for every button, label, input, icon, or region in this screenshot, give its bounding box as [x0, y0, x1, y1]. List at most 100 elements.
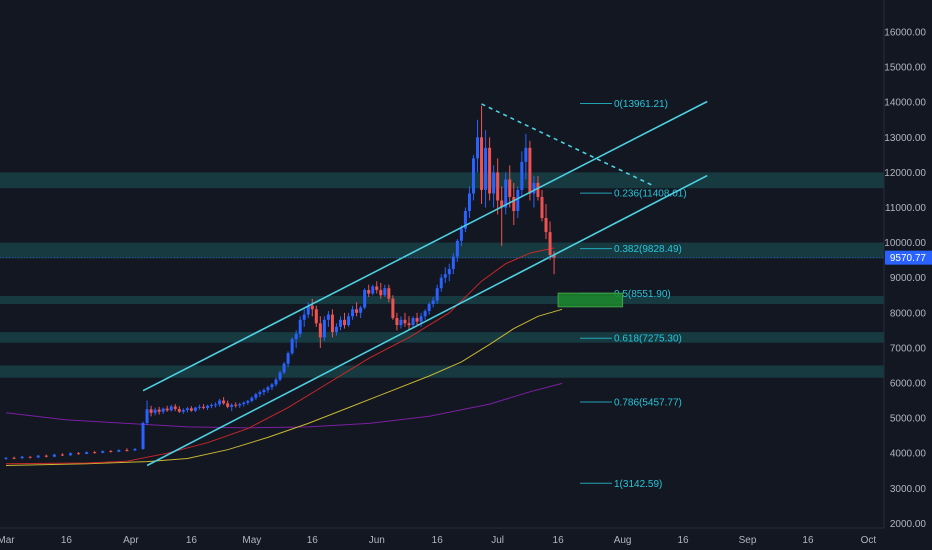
candle-body-106 — [500, 200, 504, 208]
candle-body-53 — [286, 353, 290, 364]
candle-body-76 — [379, 289, 383, 296]
candle-body-61 — [318, 323, 322, 338]
candle-body-15 — [125, 450, 129, 452]
candle-body-64 — [330, 314, 334, 333]
candle-body-16 — [133, 448, 137, 451]
channel-lower-line[interactable] — [146, 174, 708, 467]
candle-body-43 — [246, 400, 250, 403]
candle-body-80 — [395, 318, 399, 326]
candle-body-71 — [359, 307, 363, 313]
time-axis[interactable]: Mar 16 Apr 16 May 16 Jun 16 Jul 16 Aug 16 Sep 16 Oct — [0, 535, 876, 546]
price-tick-label: 12000.00 — [884, 168, 926, 179]
time-tick-label: 16 — [432, 535, 444, 546]
candle-body-95 — [455, 240, 459, 257]
candle-body-35 — [214, 404, 218, 406]
candlesticks — [4, 105, 556, 460]
candle-body-1 — [12, 457, 16, 459]
target-box — [557, 292, 624, 308]
price-tick-label: 6000.00 — [890, 379, 927, 390]
price-tick-label: 2000.00 — [890, 519, 927, 530]
time-tick-label: Jun — [369, 535, 385, 546]
candle-body-89 — [431, 300, 435, 305]
candle-body-3 — [28, 456, 32, 458]
candle-body-108 — [508, 179, 512, 197]
candle-body-117 — [544, 218, 548, 233]
candle-body-45 — [254, 394, 258, 398]
candle-body-84 — [411, 318, 415, 326]
candle-body-18 — [145, 409, 149, 424]
candle-body-70 — [355, 309, 359, 313]
candle-body-44 — [250, 397, 254, 401]
fib-label-0: 0(13961.21) — [614, 99, 668, 110]
candle-body-47 — [262, 390, 266, 393]
candle-body-91 — [439, 277, 443, 289]
time-tick-label: 16 — [61, 535, 73, 546]
candle-body-0 — [4, 457, 8, 459]
candle-body-19 — [149, 409, 153, 413]
candle-body-28 — [185, 408, 189, 411]
candle-body-88 — [427, 304, 431, 312]
time-tick-label: 16 — [553, 535, 565, 546]
time-tick-label: Aug — [614, 535, 632, 546]
candle-body-13 — [109, 451, 113, 453]
candle-body-23 — [165, 408, 169, 411]
price-tick-label: 15000.00 — [884, 63, 926, 74]
candle-body-26 — [177, 408, 181, 412]
zone-1 — [0, 242, 884, 259]
channel-upper-line[interactable] — [142, 100, 708, 392]
candle-body-94 — [451, 256, 455, 269]
candle-body-119 — [552, 254, 556, 258]
candle-body-31 — [197, 406, 201, 408]
candle-body-50 — [274, 379, 278, 385]
time-tick-label: 16 — [307, 535, 319, 546]
candle-body-96 — [459, 228, 463, 241]
time-tick-label: 16 — [802, 535, 814, 546]
fib-label-4: 0.618(7275.30) — [614, 334, 682, 345]
candle-body-55 — [294, 333, 298, 340]
price-tick-label: 13000.00 — [884, 133, 926, 144]
price-tick-label: 3000.00 — [890, 484, 927, 495]
price-tick-label: 16000.00 — [884, 28, 926, 39]
candle-body-36 — [218, 400, 222, 405]
support-resistance-zones — [0, 172, 884, 378]
last-price-badge — [885, 250, 932, 265]
candle-body-38 — [226, 403, 230, 407]
candle-body-112 — [524, 147, 528, 162]
candle-body-90 — [435, 288, 439, 301]
candle-body-34 — [210, 405, 214, 407]
candle-body-104 — [492, 172, 496, 194]
candle-body-33 — [206, 405, 209, 408]
candle-body-52 — [282, 363, 286, 373]
candle-body-25 — [173, 406, 177, 409]
candle-body-83 — [407, 323, 411, 326]
candle-body-5 — [44, 455, 48, 457]
candle-body-102 — [484, 147, 488, 190]
candle-body-59 — [310, 305, 314, 310]
price-tick-label: 10000.00 — [884, 238, 926, 249]
candle-body-118 — [548, 232, 552, 255]
candle-body-39 — [230, 404, 234, 407]
price-axis[interactable]: 2000.00 3000.00 4000.00 5000.00 6000.00 7000.… — [884, 28, 926, 530]
candle-body-77 — [383, 288, 387, 296]
candle-body-27 — [181, 410, 185, 412]
candle-body-21 — [157, 409, 161, 412]
candle-body-115 — [536, 182, 540, 197]
candle-body-63 — [326, 314, 330, 320]
price-tick-label: 7000.00 — [890, 343, 927, 354]
candle-body-113 — [528, 147, 532, 194]
fib-label-3: 0.5(8551.90) — [614, 289, 671, 300]
candle-body-12 — [101, 451, 105, 453]
price-tick-label: 8000.00 — [890, 308, 927, 319]
candle-body-46 — [258, 392, 262, 395]
time-tick-label: Apr — [123, 535, 139, 546]
candle-body-74 — [371, 286, 375, 294]
candle-body-57 — [302, 314, 306, 320]
zone-3 — [0, 332, 884, 343]
candle-body-4 — [36, 455, 40, 458]
trendlines[interactable] — [142, 100, 708, 467]
candle-body-10 — [85, 452, 89, 454]
time-tick-label: 16 — [186, 535, 198, 546]
time-tick-label: May — [242, 535, 261, 546]
time-tick-label: Jul — [491, 535, 504, 546]
